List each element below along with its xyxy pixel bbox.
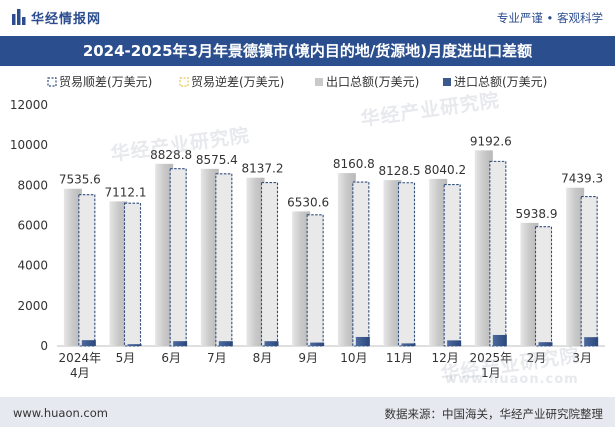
x-tick-label: 12月 [432,351,459,365]
export-bar [109,201,128,346]
x-tick-label: 6月 [161,351,181,365]
data-label: 8128.5 [379,164,421,178]
logo-icon [12,9,26,25]
legend-swatch [443,78,451,86]
import-bar [447,340,462,346]
export-bar [520,222,539,346]
data-label: 9192.6 [470,134,512,148]
import-bar [538,342,553,346]
x-tick-label: 4月 [70,366,90,380]
export-bar [246,177,265,346]
footer-source: 数据来源：中国海关，华经产业研究院整理 [384,407,604,421]
x-tick-label: 10月 [340,351,367,365]
legend-label: 出口总额(万美元) [326,75,419,89]
data-label: 8137.2 [242,162,284,176]
legend-swatch [47,77,57,87]
x-tick-label: 1月 [481,366,501,380]
trade-surplus-bar [123,202,142,347]
export-bar [155,163,174,346]
y-tick-label: 6000 [17,219,48,233]
x-tick-label: 2024年 [59,351,102,365]
export-bar [474,150,493,346]
export-bar [292,211,311,346]
trade-surplus-bar [443,183,461,347]
data-label: 7535.6 [59,173,101,187]
legend-label: 贸易逆差(万美元) [191,74,284,89]
trade-surplus-bar [215,173,233,347]
export-bar [63,188,82,346]
trade-surplus-bar [169,168,187,347]
export-bar [566,187,585,346]
legend-label: 进口总额(万美元) [454,75,547,89]
bars [63,150,599,347]
legend-label: 贸易顺差(万美元) [59,75,152,89]
x-tick-label: 8月 [253,351,273,365]
trade-surplus-bar [260,182,279,347]
y-tick-label: 2000 [17,299,48,313]
y-tick-label: 8000 [17,178,48,192]
export-bar [429,178,448,346]
import-bar [173,341,188,346]
import-bar [264,341,279,346]
trade-surplus-bar [352,181,370,347]
data-label: 8040.2 [424,163,466,177]
data-label: 7439.3 [561,172,603,186]
trade-surplus-bar [397,182,416,347]
data-label: 8575.4 [196,153,238,167]
import-bar [584,337,599,346]
export-bar [200,168,219,346]
import-bar [401,343,416,346]
import-bar [492,334,507,346]
x-tick-label: 3月 [572,351,592,365]
chart-title: 2024-2025年3月年景德镇市(境内目的地/货源地)月度进出口差额 [82,42,533,60]
data-label: 8160.8 [333,157,375,171]
data-label: 5938.9 [516,207,558,221]
trade-surplus-bar [580,196,598,347]
legend-swatch [179,77,189,87]
trade-surplus-bar [534,226,553,347]
import-bar [310,342,325,346]
x-tick-label: 2025年 [470,351,513,365]
data-label: 6530.6 [287,195,329,209]
import-bar [81,340,96,346]
chart: 贸易顺差(万美元) 贸易逆差(万美元) 出口总额(万美元) 进口总额(万美元) 0 20… [10,74,605,380]
legend: 贸易顺差(万美元) 贸易逆差(万美元) 出口总额(万美元) 进口总额(万美元) [47,74,547,89]
brand-name: 华经情报网 [31,12,102,27]
import-bar [355,336,370,346]
slogan: 专业严谨 • 客观科学 [496,11,603,25]
trade-surplus-bar [78,194,96,347]
trade-surplus-bar [306,214,324,347]
y-tick-label: 4000 [17,259,48,273]
y-tick-label: 12000 [10,98,48,112]
x-tick-label: 7月 [207,351,227,365]
footer-url: www.huaon.com [13,406,108,420]
x-tick-label: 9月 [298,351,318,365]
data-label: 7112.1 [105,185,147,199]
footer-bar [0,397,615,427]
y-tick-label: 10000 [10,138,48,152]
legend-swatch [315,78,323,86]
export-bar [383,180,402,346]
import-bar [127,344,142,346]
export-bar [337,173,356,346]
x-tick-label: 2月 [527,351,547,365]
trade-surplus-bar [489,160,507,347]
import-bar [218,341,233,346]
y-tick-label: 0 [40,339,48,353]
header-bar: 华经情报网 专业严谨 • 客观科学 [0,0,615,36]
data-label: 8828.8 [150,148,192,162]
y-axis: 0 2000 4000 6000 8000 10000 12000 [10,98,605,353]
data-labels: 7535.6 7112.1 8828.8 8575.4 8137.2 6530.6 8160… [59,134,603,221]
title-band [0,36,615,66]
x-tick-label: 5月 [116,351,136,365]
x-tick-label: 11月 [386,351,413,365]
